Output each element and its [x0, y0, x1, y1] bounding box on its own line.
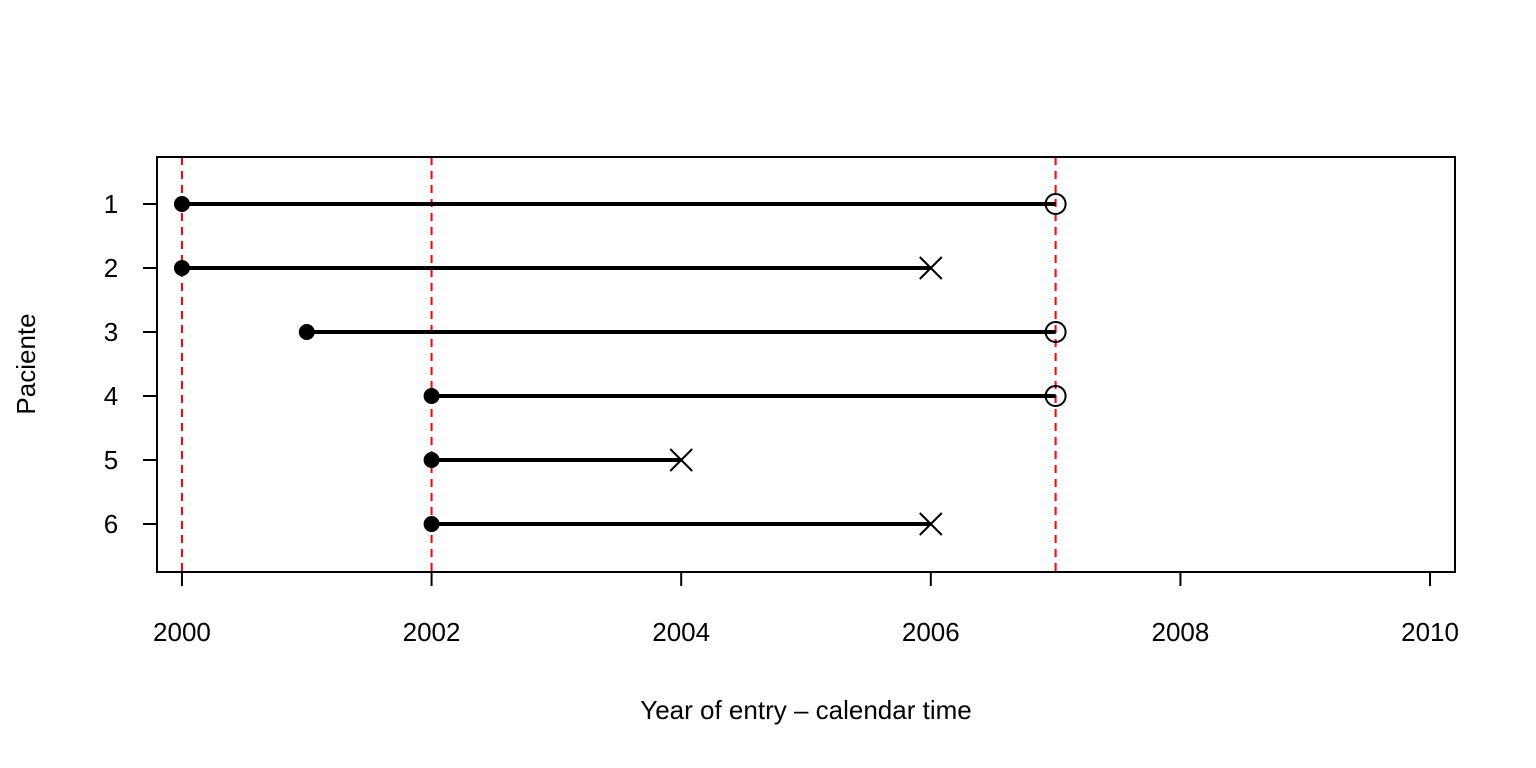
y-tick-label-2: 2	[104, 253, 118, 283]
patient-6-entry-point	[423, 516, 440, 532]
x-axis-title: Year of entry – calendar time	[640, 695, 971, 725]
patient-2-entry-point	[173, 260, 190, 276]
patient-4-entry-point	[423, 388, 440, 404]
reference-lines	[180, 157, 1057, 572]
patient-6-event-marker	[919, 512, 943, 536]
patient-5-entry-point	[423, 452, 440, 468]
patient-2-event-marker	[919, 256, 943, 280]
x-axis: 2000 2002 2004 2006 2008 2010	[153, 571, 1459, 647]
y-tick-label-5: 5	[104, 445, 118, 475]
patient-1-censored-marker	[1044, 193, 1067, 215]
event-cross-stroke	[919, 256, 943, 280]
y-tick-label-1: 1	[104, 189, 118, 219]
patient-segments	[181, 202, 1056, 526]
y-tick-label-4: 4	[104, 381, 118, 411]
plot-frame	[156, 156, 1456, 573]
x-tick-label-2000: 2000	[153, 617, 211, 647]
patient-5-event-marker	[669, 448, 693, 472]
x-tick-label-2006: 2006	[902, 617, 960, 647]
event-cross-stroke	[919, 512, 943, 536]
y-axis-title: Paciente	[11, 313, 41, 414]
x-tick-label-2002: 2002	[403, 617, 461, 647]
patient-3-censored-marker	[1044, 321, 1067, 343]
patient-3-entry-point	[298, 324, 315, 340]
y-axis: 1 2 3 4 5 6	[104, 189, 158, 539]
x-tick-label-2004: 2004	[652, 617, 710, 647]
y-tick-label-3: 3	[104, 317, 118, 347]
y-tick-label-6: 6	[104, 509, 118, 539]
patient-1-entry-point	[173, 196, 190, 212]
event-cross-stroke	[669, 448, 693, 472]
x-tick-label-2010: 2010	[1401, 617, 1459, 647]
patient-markers	[173, 193, 1067, 536]
x-tick-label-2008: 2008	[1152, 617, 1210, 647]
patient-4-censored-marker	[1044, 385, 1067, 407]
